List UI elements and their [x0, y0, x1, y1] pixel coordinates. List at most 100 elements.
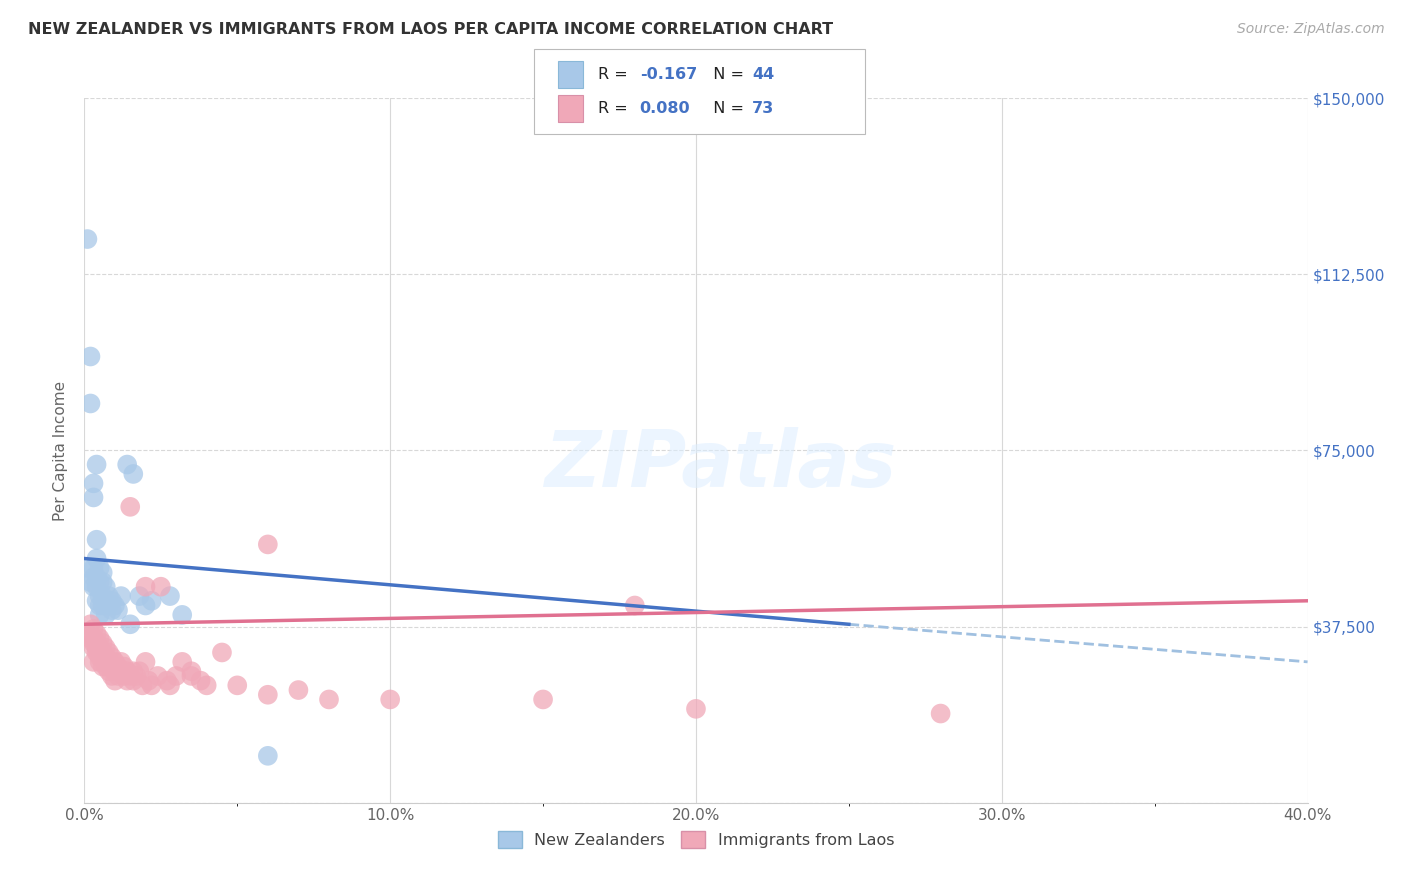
Point: [104, 665, 127, 679]
Point: [76, 626, 98, 640]
Point: [86, 626, 108, 640]
Point: [195, 678, 218, 692]
Point: [89, 655, 111, 669]
Point: [86, 458, 108, 472]
Point: [122, 673, 145, 688]
Point: [135, 580, 157, 594]
Point: [83, 570, 105, 584]
Point: [89, 589, 111, 603]
Point: [141, 594, 163, 608]
Point: [180, 665, 202, 679]
Point: [83, 622, 105, 636]
Point: [94, 594, 117, 608]
Point: [120, 617, 142, 632]
Point: [104, 655, 127, 669]
Point: [120, 500, 142, 514]
Point: [89, 607, 111, 622]
Point: [131, 678, 153, 692]
Point: [107, 669, 129, 683]
Point: [165, 669, 187, 683]
Point: [104, 659, 127, 673]
Point: [135, 655, 157, 669]
Point: [89, 650, 111, 665]
Point: [97, 599, 120, 613]
Point: [112, 659, 135, 673]
Point: [318, 692, 340, 706]
Point: [287, 683, 309, 698]
Point: [156, 673, 179, 688]
Point: [685, 702, 707, 716]
Point: [172, 655, 194, 669]
Point: [110, 589, 132, 603]
Point: [89, 640, 111, 655]
Point: [91, 636, 114, 650]
Point: [929, 706, 952, 721]
Text: NEW ZEALANDER VS IMMIGRANTS FROM LAOS PER CAPITA INCOME CORRELATION CHART: NEW ZEALANDER VS IMMIGRANTS FROM LAOS PE…: [28, 22, 834, 37]
Text: 73: 73: [752, 101, 775, 116]
Point: [83, 636, 105, 650]
Point: [104, 599, 127, 613]
Text: R =: R =: [598, 67, 633, 82]
Point: [94, 650, 117, 665]
Point: [83, 640, 105, 655]
Point: [97, 665, 120, 679]
Point: [97, 655, 120, 669]
Point: [94, 607, 117, 622]
Point: [531, 692, 554, 706]
Text: R =: R =: [598, 101, 633, 116]
Point: [83, 580, 105, 594]
Point: [89, 599, 111, 613]
Point: [86, 570, 108, 584]
Point: [94, 659, 117, 673]
Point: [94, 580, 117, 594]
Point: [257, 537, 280, 551]
Point: [226, 678, 249, 692]
Point: [122, 665, 145, 679]
Point: [91, 589, 114, 603]
Point: [79, 574, 101, 589]
Point: [159, 589, 181, 603]
Point: [91, 659, 114, 673]
Point: [83, 632, 105, 646]
Y-axis label: Per Capita Income: Per Capita Income: [53, 380, 69, 521]
Point: [257, 688, 280, 702]
Text: Source: ZipAtlas.com: Source: ZipAtlas.com: [1237, 22, 1385, 37]
Point: [86, 533, 108, 547]
Point: [110, 655, 132, 669]
Point: [128, 665, 150, 679]
Point: [89, 574, 111, 589]
Point: [91, 599, 114, 613]
Point: [146, 669, 169, 683]
Point: [115, 458, 138, 472]
Point: [128, 589, 150, 603]
Text: 44: 44: [752, 67, 775, 82]
Point: [97, 589, 120, 603]
Point: [79, 617, 101, 632]
Point: [115, 665, 138, 679]
Point: [79, 632, 101, 646]
Point: [91, 574, 114, 589]
Point: [107, 603, 129, 617]
Point: [180, 669, 202, 683]
Text: N =: N =: [703, 101, 749, 116]
Point: [101, 603, 124, 617]
Point: [101, 594, 124, 608]
Point: [86, 551, 108, 566]
Point: [94, 640, 117, 655]
Point: [159, 678, 181, 692]
Point: [115, 673, 138, 688]
Point: [89, 561, 111, 575]
Point: [97, 645, 120, 659]
Point: [104, 673, 127, 688]
Point: [76, 561, 98, 575]
Text: ZIPatlas: ZIPatlas: [544, 426, 897, 502]
Point: [135, 599, 157, 613]
Point: [120, 669, 142, 683]
Point: [83, 491, 105, 505]
Point: [79, 396, 101, 410]
Point: [91, 650, 114, 665]
Point: [112, 669, 135, 683]
Point: [101, 669, 124, 683]
Point: [79, 350, 101, 364]
Point: [125, 669, 148, 683]
